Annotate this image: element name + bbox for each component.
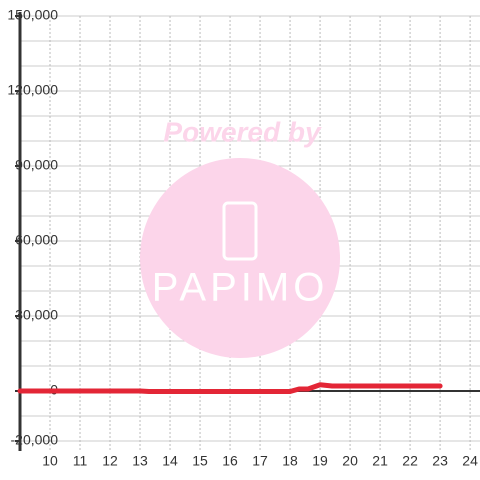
x-tick-label: 17	[252, 453, 268, 469]
watermark-logo: PAPIMO	[152, 266, 329, 310]
x-tick-label: 18	[282, 453, 298, 469]
x-tick-label: 12	[102, 453, 118, 469]
x-tick-label: 24	[462, 453, 478, 469]
x-tick-label: 20	[342, 453, 358, 469]
watermark-text: Powered by	[163, 116, 322, 147]
x-tick-label: 15	[192, 453, 208, 469]
watermark-phone	[222, 201, 258, 261]
x-tick-label: 22	[402, 453, 418, 469]
y-tick-label: 30,000	[15, 307, 58, 323]
x-tick-label: 16	[222, 453, 238, 469]
y-tick-label: -20,000	[11, 432, 59, 448]
x-tick-label: 10	[42, 453, 58, 469]
x-tick-label: 11	[73, 453, 88, 469]
y-tick-label: 150,000	[7, 7, 58, 23]
y-tick-label: 120,000	[7, 82, 58, 98]
x-tick-label: 19	[312, 453, 328, 469]
x-tick-label: 23	[432, 453, 448, 469]
line	[17, 382, 443, 394]
y-tick-label: 60,000	[15, 232, 58, 248]
x-tick-label: 21	[372, 453, 388, 469]
watermark: Powered by PAPIMO	[140, 116, 340, 358]
x-tick-label: 14	[162, 453, 178, 469]
y-tick-label: 90,000	[15, 157, 58, 173]
x-tick-label: 13	[132, 453, 148, 469]
